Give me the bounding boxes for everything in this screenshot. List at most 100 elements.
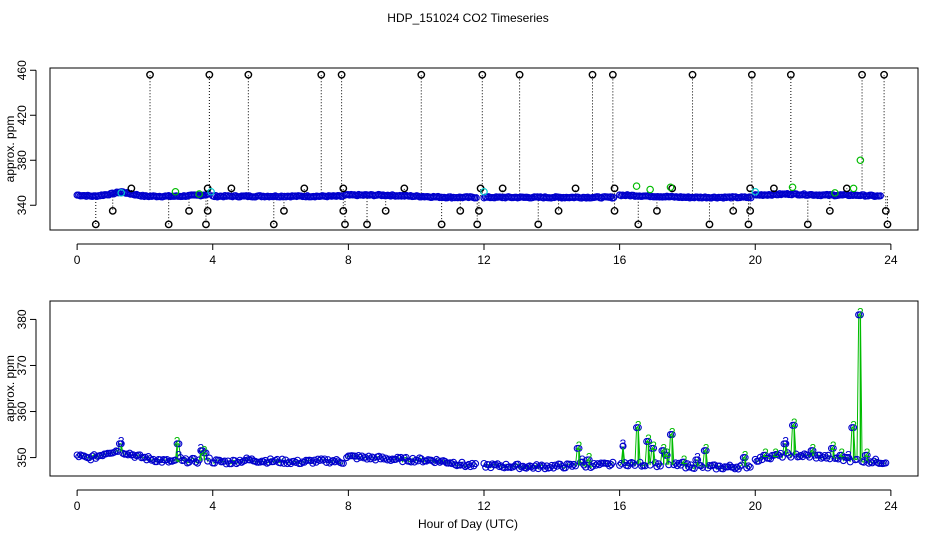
outlier-point [164,220,173,229]
flag-label: 2 [742,448,749,462]
data-point [356,453,364,461]
x-tick-label: 4 [209,253,216,267]
x-tick-label: 4 [209,499,216,513]
data-point [465,460,473,468]
data-point [860,458,868,466]
data-point [480,459,488,468]
data-point [824,451,832,459]
flag-label: 2 [645,432,652,446]
outlier-point [108,206,117,215]
outlier-point [588,70,597,79]
outlier-point [634,220,643,229]
data-point [758,456,766,464]
data-point [553,462,561,470]
data-point [321,455,329,463]
flag-label: 2 [586,451,593,465]
data-point [165,458,173,466]
outlier-point [883,220,892,229]
outlier-point [571,184,580,193]
data-point [370,454,378,462]
plot-area [73,70,892,229]
outlier-point [478,70,487,79]
y-tick-label: 460 [15,60,29,80]
series-valid [209,454,347,468]
flag-label: 2 [174,434,181,448]
data-point [278,455,286,463]
data-point [126,449,134,457]
flag3-point [207,187,215,196]
y-tick-label: 380 [15,309,29,329]
data-point [551,461,559,469]
flag-label: 2 [850,418,857,432]
data-point [236,456,244,464]
data-point [292,458,300,466]
data-point [434,457,442,465]
flag-label: 3 [694,451,701,465]
data-point [175,440,183,448]
plot-frame [49,300,919,477]
outlier-point [688,70,697,79]
drop-lines [95,74,888,225]
data-point [699,463,707,471]
outlier-point [456,206,465,215]
flag-label: 2 [830,439,837,453]
outlier-point [729,206,738,215]
x-tick-label: 24 [884,499,898,513]
series-path [754,314,886,465]
outlier-point [515,70,524,79]
flag-label: 2 [650,439,657,453]
flag-label: 2 [681,453,688,467]
data-point [775,451,783,459]
outlier-point [300,184,309,193]
outlier-point [417,70,426,79]
flag-label: 2 [791,416,798,430]
data-point [570,460,578,468]
outlier-point [269,220,278,229]
top-panel: 0 4 8 12 16 20 24 340 380 420 460 approx. ppm [3,60,919,267]
data-point [190,455,198,463]
data-point [682,464,690,472]
flag3-point [480,187,488,196]
data-point [124,451,132,459]
data-point [826,455,834,463]
outlier-point [858,70,866,79]
data-point [195,456,203,464]
data-point [85,454,93,462]
data-point [629,459,637,467]
data-point [460,461,468,469]
flag-label: 3 [118,434,125,448]
data-point [90,451,98,459]
flag3-point [117,189,126,197]
outlier-point [473,220,482,229]
outlier-point [337,70,346,79]
outlier-point [668,184,677,193]
data-point [670,461,678,469]
data-point [743,464,751,472]
data-point [310,456,319,464]
data-point [202,449,210,457]
flag-label: 3 [198,441,205,455]
outlier-point [363,220,371,229]
outlier-point [339,206,348,215]
x-tick-label: 0 [74,499,81,513]
outlier-point [341,220,349,229]
x-tick-label: 12 [477,253,491,267]
x-tick-label: 12 [477,499,491,513]
flag-label: 2 [772,446,779,460]
data-point [393,453,402,461]
data-point [882,459,890,467]
flag2-point [856,156,865,165]
outlier-point [881,206,890,215]
outlier-point [825,206,834,215]
data-point [205,454,213,462]
data-point [729,464,737,472]
data-point [675,459,683,467]
data-point [316,456,324,465]
outlier-point [400,184,409,193]
data-point [778,453,786,461]
flag3-point [751,187,760,196]
data-point [804,451,812,459]
data-point [594,460,602,468]
